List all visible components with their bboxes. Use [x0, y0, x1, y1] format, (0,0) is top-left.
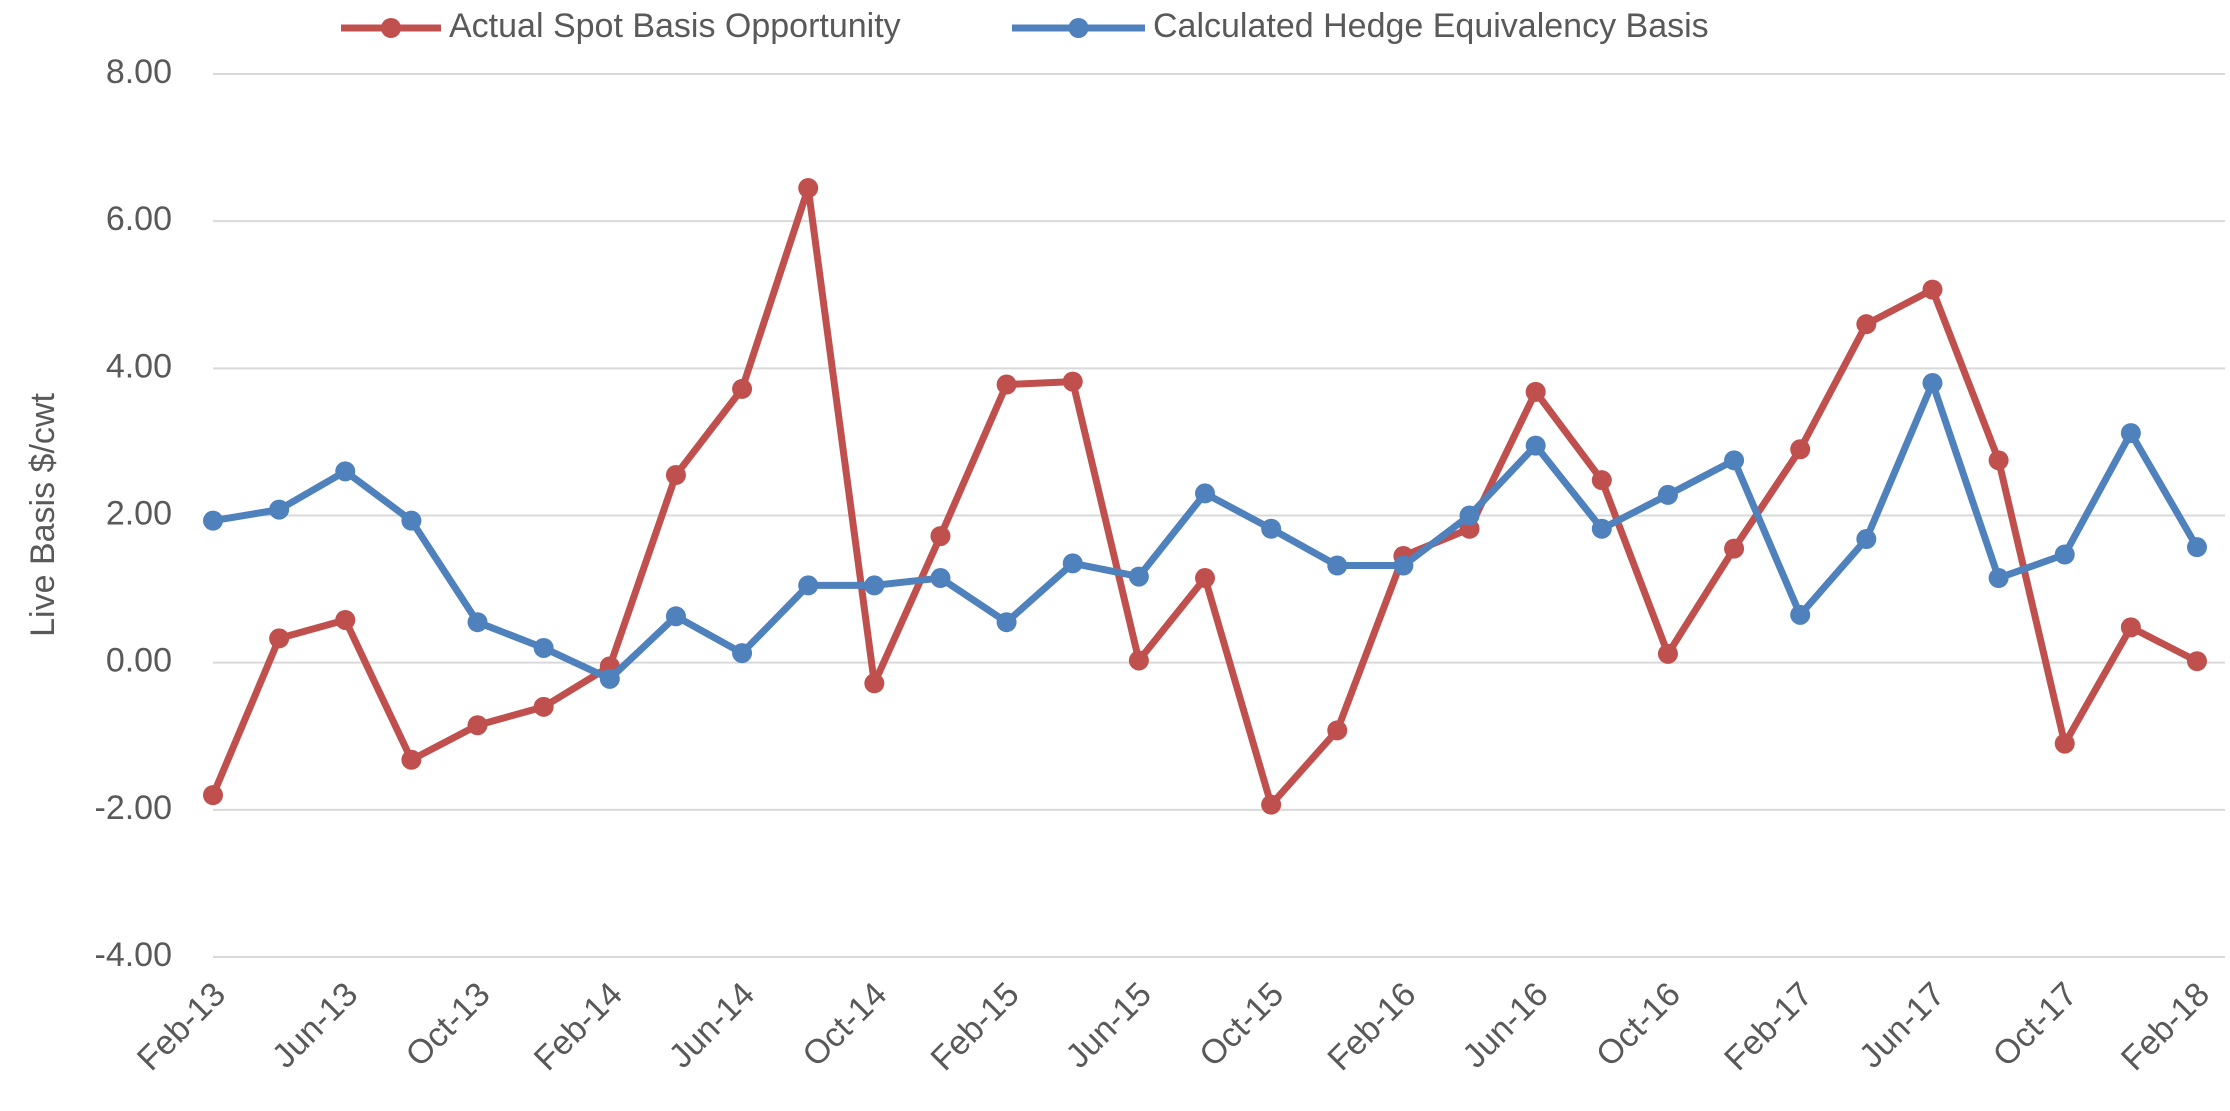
- data-point: [1657, 643, 1678, 664]
- data-point: [2054, 733, 2075, 754]
- data-point: [1724, 450, 1745, 471]
- data-point: [203, 510, 223, 531]
- data-point: [269, 628, 290, 649]
- data-point: [1525, 381, 1546, 402]
- data-point: [1327, 555, 1348, 576]
- y-tick-label: 2.00: [106, 494, 172, 532]
- data-point: [2120, 617, 2141, 638]
- data-point: [1195, 483, 1215, 504]
- data-point: [1261, 794, 1282, 815]
- data-point: [335, 461, 356, 482]
- data-point: [533, 696, 554, 717]
- data-point: [2120, 423, 2141, 444]
- data-point: [269, 499, 290, 520]
- data-point: [1393, 555, 1414, 576]
- x-tick-label: Oct-16: [1589, 975, 1688, 1074]
- data-point: [1657, 484, 1678, 505]
- x-tick-label: Oct-17: [1986, 975, 2085, 1074]
- y-tick-label: 8.00: [106, 53, 172, 91]
- x-tick-label: Feb-17: [1717, 975, 1820, 1078]
- data-point: [1591, 470, 1612, 491]
- x-tick-label: Jun-13: [265, 975, 365, 1075]
- data-point: [996, 374, 1017, 395]
- x-tick-label: Feb-15: [924, 975, 1027, 1078]
- data-point: [864, 673, 885, 694]
- data-point: [1327, 720, 1348, 741]
- x-tick-label: Jun-16: [1455, 975, 1555, 1075]
- data-point: [1790, 439, 1811, 460]
- x-tick-label: Feb-18: [2114, 975, 2217, 1078]
- data-point: [1062, 371, 1083, 392]
- data-point: [2187, 651, 2207, 672]
- x-tick-label: Oct-13: [399, 975, 498, 1074]
- series-line: [212, 379, 2201, 683]
- x-tick-label: Oct-15: [1192, 975, 1291, 1074]
- data-point: [599, 668, 620, 689]
- data-point: [1459, 505, 1480, 526]
- data-point: [1856, 314, 1877, 335]
- data-point: [996, 612, 1017, 633]
- data-point: [1062, 553, 1083, 574]
- y-tick-label: -2.00: [95, 789, 173, 827]
- legend-label: Calculated Hedge Equivalency Basis: [1153, 7, 1709, 45]
- data-point: [1724, 538, 1745, 559]
- legend-marker: [381, 18, 401, 38]
- data-point: [798, 178, 819, 199]
- data-point: [1988, 568, 2009, 589]
- data-point: [930, 568, 951, 589]
- legend-marker: [1068, 18, 1089, 38]
- y-tick-label: 0.00: [106, 642, 172, 680]
- data-point: [203, 785, 223, 806]
- data-point: [533, 637, 554, 658]
- data-point: [1988, 450, 2009, 471]
- x-tick-label: Jun-14: [662, 975, 762, 1075]
- data-point: [1856, 529, 1877, 550]
- y-tick-label: 4.00: [106, 347, 172, 385]
- data-point: [2187, 537, 2207, 558]
- data-point: [1525, 435, 1546, 456]
- data-point: [1128, 650, 1149, 671]
- data-point: [732, 378, 753, 399]
- data-point: [1195, 568, 1215, 589]
- data-point: [401, 749, 422, 770]
- data-point: [401, 510, 422, 531]
- data-point: [1922, 373, 1943, 394]
- data-point: [1261, 518, 1282, 539]
- data-point: [467, 612, 488, 633]
- x-tick-label: Feb-14: [527, 975, 630, 1078]
- x-tick-label: Jun-15: [1058, 975, 1158, 1075]
- data-point: [1591, 518, 1612, 539]
- data-point: [732, 643, 753, 664]
- x-tick-label: Jun-17: [1852, 975, 1952, 1075]
- data-point: [335, 609, 356, 630]
- x-tick-label: Feb-13: [130, 975, 233, 1078]
- y-tick-label: -4.00: [95, 936, 173, 974]
- x-tick-label: Oct-14: [795, 975, 894, 1074]
- data-point: [864, 575, 885, 596]
- legend-label: Actual Spot Basis Opportunity: [449, 7, 901, 45]
- y-tick-label: 6.00: [106, 200, 172, 238]
- data-point: [2054, 544, 2075, 565]
- y-axis-label: Live Basis $/cwt: [24, 393, 62, 637]
- data-point: [1128, 566, 1149, 587]
- data-point: [1790, 604, 1811, 625]
- data-point: [930, 526, 951, 547]
- data-point: [798, 575, 819, 596]
- x-tick-label: Feb-16: [1320, 975, 1423, 1078]
- data-point: [665, 465, 686, 486]
- data-point: [665, 606, 686, 627]
- data-point: [1922, 279, 1943, 300]
- data-point: [467, 715, 488, 736]
